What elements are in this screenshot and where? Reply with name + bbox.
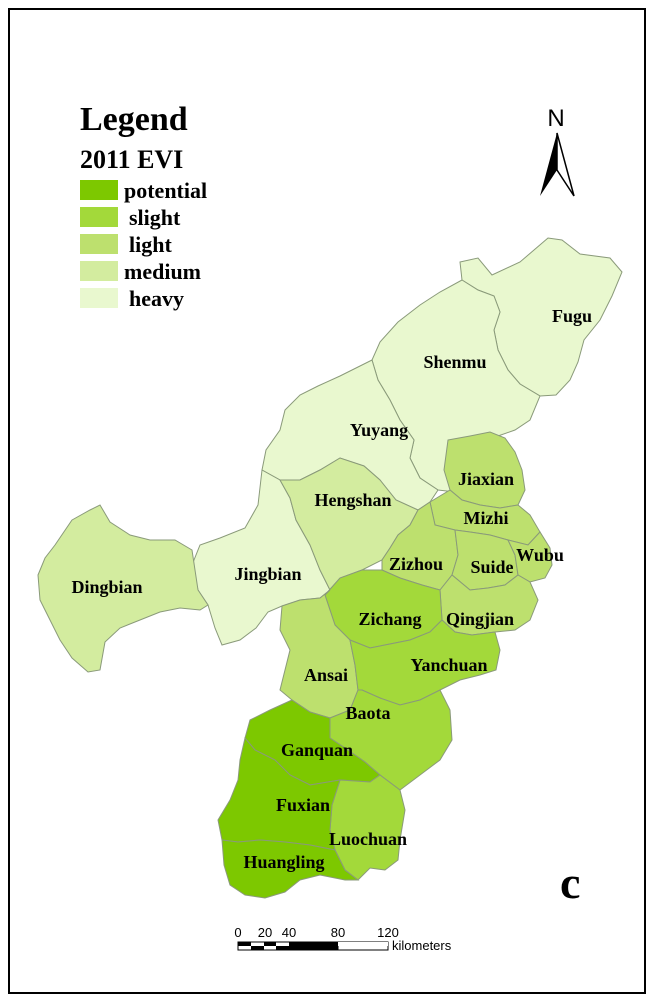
legend-label-light: light bbox=[129, 232, 172, 257]
region-huangling[interactable] bbox=[221, 839, 360, 899]
legend-label-heavy: heavy bbox=[129, 286, 184, 311]
label-shenmu: Shenmu bbox=[423, 352, 486, 372]
label-fugu: Fugu bbox=[552, 306, 592, 326]
legend-subtitle: 2011 EVI bbox=[80, 145, 183, 174]
scale-tick-120: 120 bbox=[377, 925, 399, 940]
label-mizhi: Mizhi bbox=[464, 508, 509, 528]
label-ganquan: Ganquan bbox=[281, 740, 353, 760]
scale-tick-80: 80 bbox=[331, 925, 345, 940]
label-zizhou: Zizhou bbox=[389, 554, 443, 574]
label-jingbian: Jingbian bbox=[234, 564, 301, 584]
map-legend: Legend 2011 EVI potential slight light m… bbox=[80, 101, 207, 311]
region-labels: Fugu Shenmu Yuyang Jingbian Hengshan Din… bbox=[71, 306, 592, 872]
scale-bar: 0 20 40 80 120 kilometers bbox=[234, 925, 451, 953]
legend-title: Legend bbox=[80, 101, 188, 138]
label-luochuan: Luochuan bbox=[329, 829, 407, 849]
label-huangling: Huangling bbox=[243, 852, 324, 872]
region-wubu[interactable] bbox=[507, 531, 553, 583]
legend-label-potential: potential bbox=[124, 178, 207, 203]
scale-unit: kilometers bbox=[392, 938, 452, 953]
legend-label-medium: medium bbox=[124, 259, 201, 284]
label-dingbian: Dingbian bbox=[71, 577, 142, 597]
region-dingbian[interactable] bbox=[37, 504, 209, 673]
label-ansai: Ansai bbox=[304, 665, 348, 685]
label-wubu: Wubu bbox=[516, 545, 564, 565]
scale-tick-0: 0 bbox=[234, 925, 241, 940]
label-zichang: Zichang bbox=[358, 609, 421, 629]
legend-swatch-medium bbox=[80, 261, 118, 281]
label-hengshan: Hengshan bbox=[314, 490, 391, 510]
north-label: N bbox=[547, 105, 564, 132]
north-arrow-icon: N bbox=[540, 105, 575, 197]
scale-tick-20: 20 bbox=[258, 925, 272, 940]
legend-swatch-heavy bbox=[80, 288, 118, 308]
label-yuyang: Yuyang bbox=[350, 420, 408, 440]
label-yanchuan: Yanchuan bbox=[410, 655, 487, 675]
legend-swatch-slight bbox=[80, 207, 118, 227]
legend-swatch-light bbox=[80, 234, 118, 254]
panel-letter: c bbox=[560, 857, 580, 908]
label-baota: Baota bbox=[346, 703, 391, 723]
label-fuxian: Fuxian bbox=[276, 795, 330, 815]
label-suide: Suide bbox=[470, 557, 513, 577]
region-layer bbox=[37, 237, 623, 899]
scale-tick-40: 40 bbox=[282, 925, 296, 940]
legend-label-slight: slight bbox=[129, 205, 181, 230]
label-jiaxian: Jiaxian bbox=[458, 469, 514, 489]
legend-swatch-potential bbox=[80, 180, 118, 200]
label-qingjian: Qingjian bbox=[446, 609, 514, 629]
